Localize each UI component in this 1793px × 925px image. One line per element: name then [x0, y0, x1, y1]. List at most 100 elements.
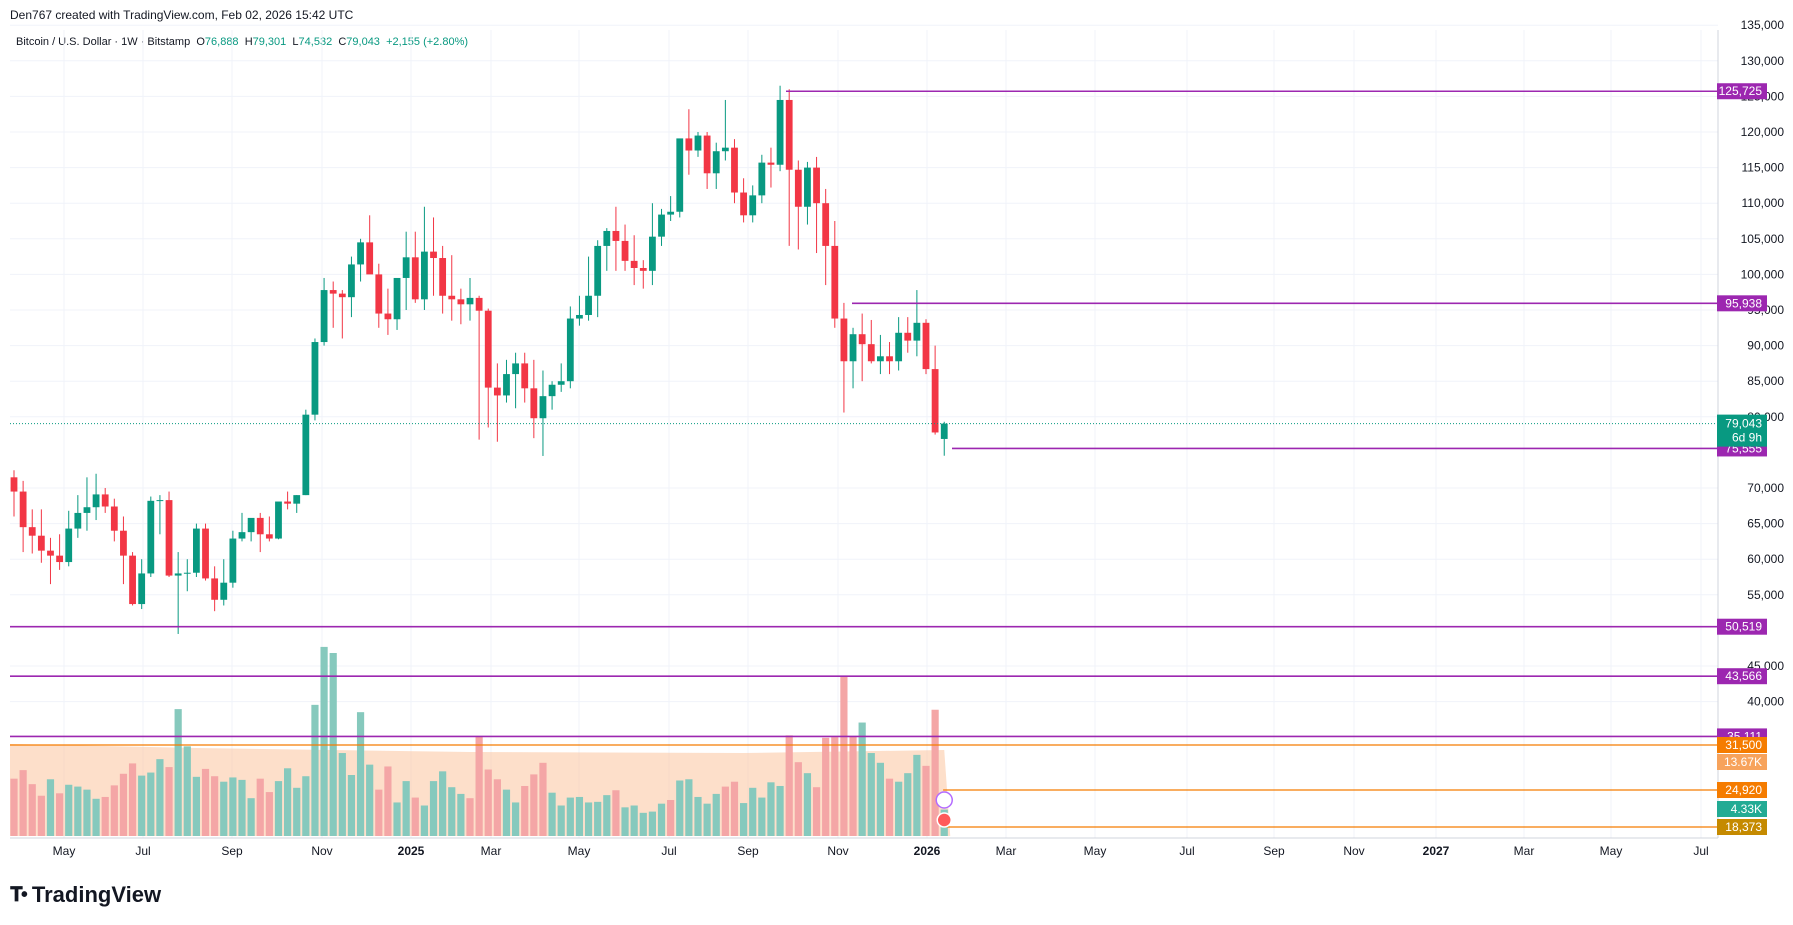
- candle-body[interactable]: [202, 528, 209, 579]
- candle-body[interactable]: [576, 314, 583, 319]
- candle-body[interactable]: [548, 384, 556, 397]
- candle-body[interactable]: [56, 555, 63, 563]
- candle-body[interactable]: [110, 506, 118, 531]
- candle-body[interactable]: [740, 192, 747, 216]
- symbol-name[interactable]: Bitcoin / U.S. Dollar · 1W · Bitstamp: [16, 36, 191, 48]
- candle-body[interactable]: [639, 267, 647, 271]
- candle-body[interactable]: [238, 532, 246, 539]
- candle-body[interactable]: [92, 494, 100, 508]
- candle-body[interactable]: [539, 396, 547, 419]
- candle-body[interactable]: [348, 264, 355, 298]
- candle-body[interactable]: [658, 214, 665, 237]
- candle-body[interactable]: [867, 344, 875, 362]
- candle-body[interactable]: [19, 491, 27, 528]
- candle-body[interactable]: [685, 138, 693, 151]
- current-price-tag[interactable]: [1717, 414, 1767, 447]
- candle-body[interactable]: [329, 290, 337, 294]
- candle-body[interactable]: [65, 528, 73, 563]
- candle-body[interactable]: [557, 381, 565, 385]
- candle-body[interactable]: [484, 310, 492, 388]
- candle-body[interactable]: [311, 342, 319, 415]
- candle-body[interactable]: [448, 295, 456, 300]
- candle-body[interactable]: [211, 578, 219, 600]
- candle-body[interactable]: [503, 374, 510, 396]
- lightning-event-icon[interactable]: [935, 791, 953, 809]
- candle-body[interactable]: [320, 290, 328, 343]
- economic-event-flag-icon[interactable]: [936, 812, 952, 828]
- candle-body[interactable]: [676, 138, 684, 212]
- candle-body[interactable]: [831, 245, 839, 319]
- candle-body[interactable]: [220, 582, 228, 600]
- candle-body[interactable]: [913, 322, 921, 341]
- candle-body[interactable]: [931, 369, 939, 433]
- tradingview-logo[interactable]: 𝐓• TradingView: [10, 882, 161, 908]
- candle-body[interactable]: [101, 494, 109, 507]
- candle-body[interactable]: [366, 242, 374, 275]
- candle-body[interactable]: [813, 167, 820, 204]
- candle-body[interactable]: [858, 334, 866, 345]
- candle-body[interactable]: [849, 334, 857, 362]
- candle-body[interactable]: [840, 318, 848, 362]
- candle-body[interactable]: [512, 363, 519, 375]
- candle-body[interactable]: [338, 293, 346, 298]
- candle-body[interactable]: [822, 203, 830, 246]
- candle-body[interactable]: [694, 135, 702, 151]
- candle-body[interactable]: [229, 538, 237, 583]
- candle-body[interactable]: [566, 318, 574, 382]
- candle-body[interactable]: [794, 169, 802, 207]
- candle-body[interactable]: [776, 99, 784, 165]
- candle-body[interactable]: [430, 251, 437, 259]
- candle-body[interactable]: [895, 332, 903, 362]
- candle-body[interactable]: [530, 388, 538, 419]
- candle-body[interactable]: [37, 535, 45, 551]
- candle-body[interactable]: [749, 195, 757, 216]
- candle-body[interactable]: [183, 572, 191, 574]
- candle-body[interactable]: [357, 242, 364, 265]
- candle-body[interactable]: [521, 363, 529, 389]
- candle-body[interactable]: [147, 500, 155, 574]
- candle-body[interactable]: [712, 151, 720, 174]
- candle-body[interactable]: [138, 573, 146, 605]
- candle-body[interactable]: [785, 99, 793, 170]
- candle-body[interactable]: [28, 527, 36, 536]
- candle-body[interactable]: [421, 251, 428, 300]
- candle-body[interactable]: [475, 297, 483, 311]
- candle-body[interactable]: [120, 530, 127, 556]
- candle-body[interactable]: [922, 322, 930, 370]
- candle-body[interactable]: [193, 528, 200, 573]
- candle-body[interactable]: [493, 387, 501, 396]
- candle-body[interactable]: [603, 230, 611, 246]
- candle-body[interactable]: [402, 257, 410, 278]
- candle-body[interactable]: [758, 162, 766, 196]
- candle-body[interactable]: [630, 260, 638, 268]
- candle-body[interactable]: [767, 162, 775, 165]
- candle-body[interactable]: [284, 501, 291, 504]
- candle-body[interactable]: [384, 313, 392, 320]
- symbol-info-bar[interactable]: Bitcoin / U.S. Dollar · 1W · Bitstamp O7…: [16, 36, 468, 48]
- candle-body[interactable]: [594, 245, 602, 296]
- candle-body[interactable]: [411, 257, 419, 300]
- candle-body[interactable]: [940, 423, 948, 439]
- candle-body[interactable]: [47, 550, 54, 556]
- candle-body[interactable]: [886, 356, 893, 362]
- candle-body[interactable]: [275, 501, 282, 539]
- candle-body[interactable]: [585, 295, 592, 315]
- candle-body[interactable]: [156, 500, 164, 502]
- candle-body[interactable]: [10, 477, 18, 492]
- candle-body[interactable]: [129, 555, 136, 605]
- candle-body[interactable]: [731, 147, 738, 193]
- price-chart[interactable]: 135,000130,000125,000120,000115,000110,0…: [0, 0, 1793, 880]
- candle-body[interactable]: [375, 274, 383, 314]
- candle-body[interactable]: [174, 573, 182, 576]
- candle-body[interactable]: [74, 512, 82, 529]
- candle-body[interactable]: [439, 258, 447, 296]
- candle-body[interactable]: [904, 332, 912, 341]
- candle-body[interactable]: [256, 517, 264, 535]
- candle-body[interactable]: [877, 356, 884, 362]
- candle-body[interactable]: [804, 167, 811, 207]
- candle-body[interactable]: [457, 299, 465, 305]
- candle-body[interactable]: [621, 240, 629, 261]
- candle-body[interactable]: [649, 236, 656, 271]
- candle-body[interactable]: [165, 500, 173, 576]
- candle-body[interactable]: [247, 517, 255, 533]
